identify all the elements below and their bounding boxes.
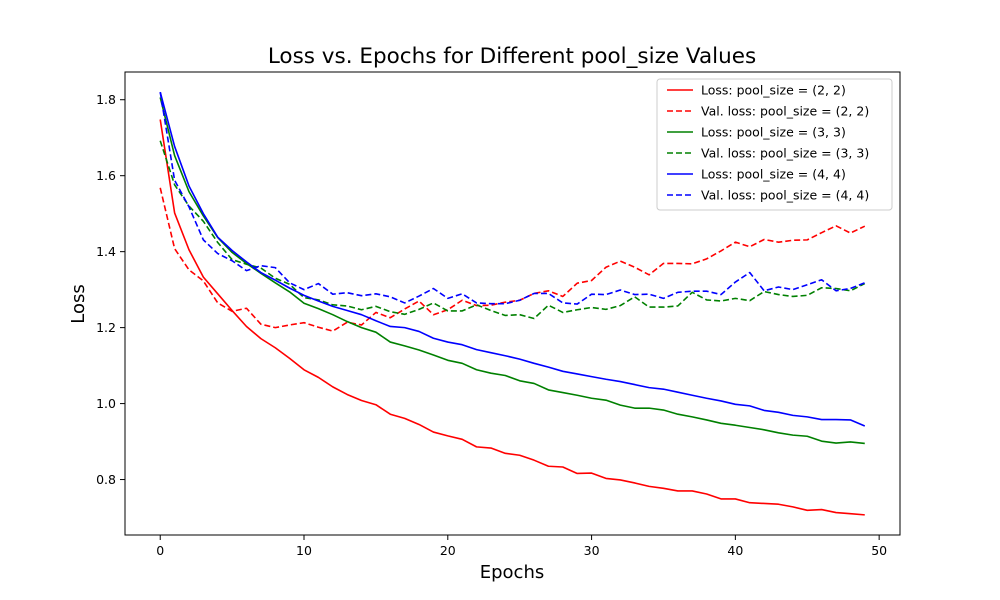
y-tick-label: 1.4 [96,244,116,259]
series-line-3 [159,97,865,445]
y-tick-label: 0.8 [96,472,116,487]
y-axis-ticks: 0.8 1.0 1.2 1.4 1.6 1.8 [96,92,125,487]
x-tick-label: 30 [584,543,600,558]
legend-label: Val. loss: pool_size = (2, 2) [701,104,869,119]
plot-frame [124,71,901,536]
x-axis-ticks: 0 10 20 30 40 50 [156,535,887,558]
series-line-5 [159,91,866,427]
series-line-1 [159,119,865,516]
x-tick-label: 0 [156,543,164,558]
y-tick-label: 1.6 [96,168,116,183]
chart-title: Loss vs. Epochs for Different pool_size … [268,44,756,69]
x-axis-label: Epochs [480,562,545,583]
y-axis-label: Loss [68,284,89,323]
y-tick-label: 1.0 [96,396,116,411]
legend-label: Loss: pool_size = (2, 2) [701,83,846,98]
series-layer [159,91,866,516]
y-tick-label: 1.8 [96,92,116,107]
x-tick-label: 50 [871,543,887,558]
series-line-4 [159,140,866,320]
legend-label: Val. loss: pool_size = (3, 3) [701,146,869,161]
legend-label: Val. loss: pool_size = (4, 4) [701,188,869,203]
legend-label: Loss: pool_size = (4, 4) [701,167,846,182]
legend-box [656,78,893,211]
legend: Loss: pool_size = (2, 2) Val. loss: pool_… [656,78,893,211]
y-tick-label: 1.2 [96,320,116,335]
x-tick-label: 40 [727,543,743,558]
legend-items: Loss: pool_size = (2, 2) Val. loss: pool_… [667,83,869,203]
x-tick-label: 20 [440,543,456,558]
series-line-6 [159,92,866,305]
legend-label: Loss: pool_size = (3, 3) [701,125,846,140]
x-tick-label: 10 [296,543,312,558]
